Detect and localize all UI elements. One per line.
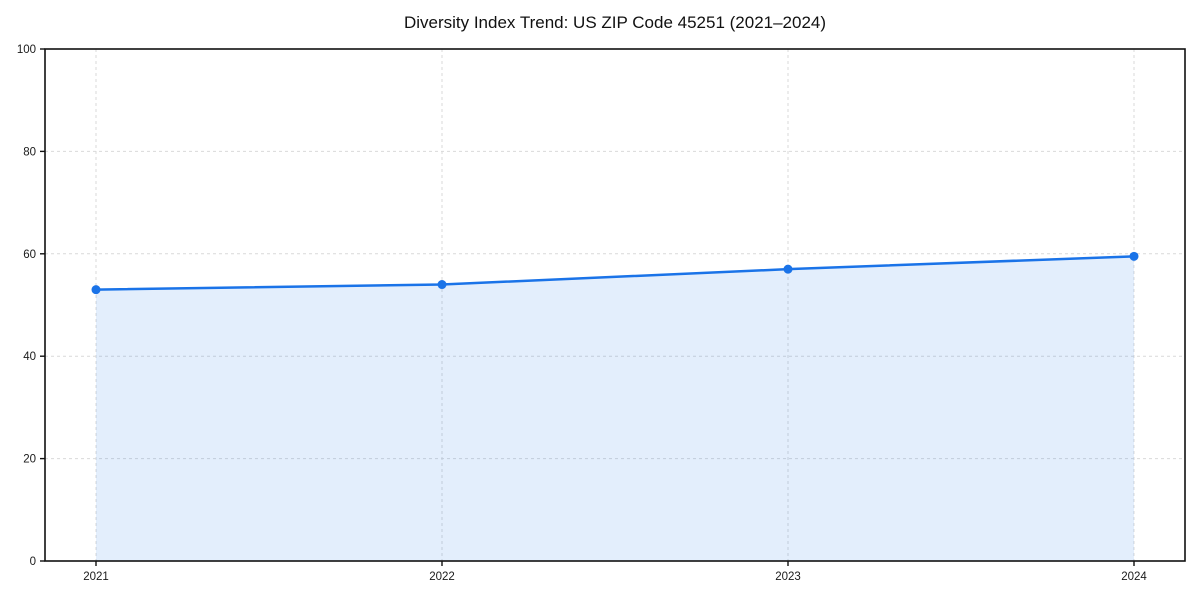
data-point-2024: [1129, 251, 1139, 261]
plot-border: [44, 48, 1186, 562]
y-tick-label: 40: [23, 351, 36, 363]
x-tick-label: 2022: [429, 571, 455, 583]
chart-title: Diversity Index Trend: US ZIP Code 45251…: [403, 13, 827, 32]
y-tick-label: 20: [23, 454, 36, 466]
y-tick-label: 0: [30, 556, 36, 568]
y-tick-label: 80: [23, 146, 36, 158]
x-tick-label: 2021: [83, 571, 109, 583]
x-tick-label: 2023: [775, 571, 801, 583]
data-point-2023: [783, 264, 793, 274]
y-tick-label: 100: [17, 44, 36, 56]
x-tick-label: 2024: [1121, 571, 1147, 583]
data-point-2022: [437, 280, 447, 290]
area-fill: [96, 256, 1134, 561]
data-point-2021: [91, 285, 101, 295]
y-tick-label: 60: [23, 249, 36, 261]
trend-line: [94, 255, 1136, 291]
